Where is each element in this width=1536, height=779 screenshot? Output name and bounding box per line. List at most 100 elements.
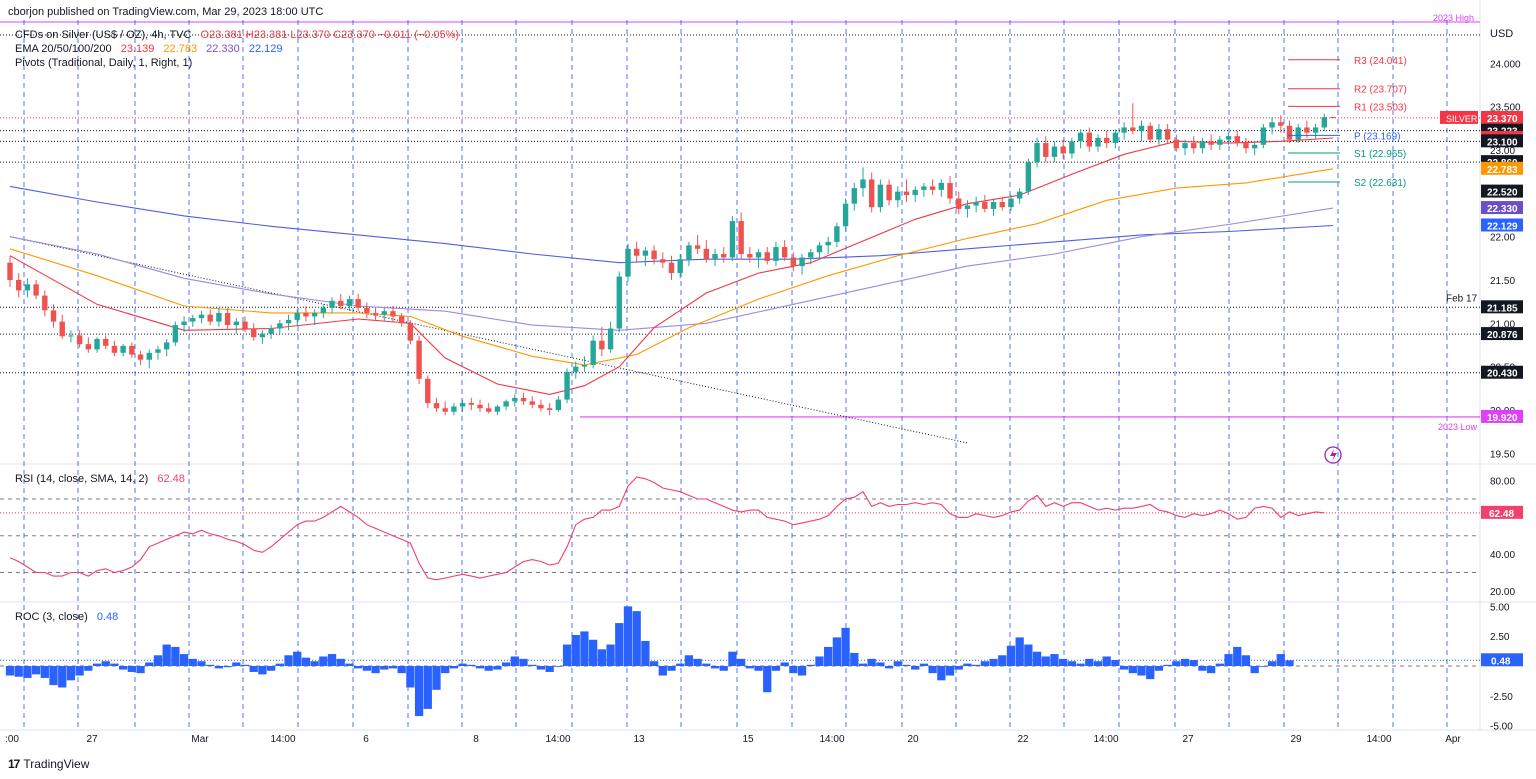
low-2023-label: 2023 Low	[1438, 422, 1478, 432]
candle-body	[1217, 139, 1223, 145]
roc-bar	[858, 663, 868, 666]
price-tag-box	[1481, 134, 1523, 148]
candle-body	[834, 226, 840, 242]
roc-bar	[1137, 666, 1146, 676]
candle-body	[633, 248, 640, 256]
roc-bar	[719, 666, 728, 671]
roc-bar	[1085, 658, 1094, 666]
rsi-line	[9, 476, 1325, 581]
time-tick-label: 29	[1290, 734, 1302, 745]
roc-bar	[493, 666, 502, 670]
legend-ema[interactable]: EMA 20/50/100/200 23.139 22.783 22.330 2…	[15, 43, 283, 56]
roc-tick-label: -5.00	[1490, 722, 1513, 733]
time-tick-label: 13	[633, 734, 645, 745]
candle-body	[1278, 122, 1284, 126]
candle-body	[346, 299, 353, 306]
candle-body	[877, 184, 884, 208]
time-tick-label: 27	[1182, 734, 1194, 745]
roc-bar	[14, 666, 23, 677]
roc-bar	[75, 666, 84, 676]
candle-body	[486, 408, 492, 412]
candle-body	[1260, 127, 1267, 145]
candle-body	[120, 345, 126, 353]
roc-bar	[284, 655, 293, 666]
legend-symbol[interactable]: CFDs on Silver (US$ / OZ), 4h, TVC O23.3…	[15, 29, 459, 42]
roc-bar	[580, 631, 589, 666]
roc-bar	[754, 666, 763, 671]
candle-body	[468, 403, 475, 405]
roc-bar	[589, 639, 598, 666]
candle-body	[729, 221, 736, 258]
roc-bar	[658, 666, 667, 676]
candle-body	[546, 408, 553, 410]
candle-body	[355, 299, 361, 308]
candle-body	[590, 340, 596, 365]
currency-label[interactable]: USD	[1490, 28, 1514, 40]
price-tag-box	[1481, 409, 1523, 423]
roc-bar	[545, 666, 554, 672]
rsi-value-tag	[1481, 505, 1523, 519]
roc-bar	[1119, 666, 1129, 670]
candle-body	[607, 328, 614, 350]
roc-bar	[423, 666, 432, 709]
candle-body	[329, 300, 335, 308]
candle-body	[50, 310, 57, 322]
tradingview-footer[interactable]: 17 TradingView	[8, 757, 89, 771]
candle-body	[1164, 129, 1171, 140]
candle-body	[216, 312, 222, 322]
roc-bar	[127, 666, 136, 672]
roc-bar	[345, 663, 354, 666]
price-tag-value: 22.783	[1487, 165, 1518, 176]
legend-roc[interactable]: ROC (3, close) 0.48	[15, 611, 118, 624]
roc-bar	[519, 658, 528, 666]
legend-ema100-value: 22.330	[206, 43, 240, 55]
candle-body	[747, 254, 753, 258]
roc-bar	[989, 658, 998, 666]
rsi-tick-label: 40.00	[1490, 550, 1515, 561]
roc-bar	[606, 644, 615, 666]
high-2023-label: 2023 High	[1433, 13, 1474, 23]
legend-ema20-value: 23.139	[120, 43, 155, 55]
roc-bar	[780, 662, 789, 666]
ema200-line	[9, 185, 1334, 264]
candle-body	[581, 364, 588, 367]
roc-bar	[223, 666, 232, 668]
roc-bar	[179, 654, 189, 666]
roc-value-tag-text: 0.48	[1491, 656, 1511, 667]
roc-bar	[728, 651, 737, 666]
candle-body	[1286, 125, 1293, 140]
candle-body	[973, 202, 979, 206]
candle-body	[564, 371, 570, 400]
roc-bar	[388, 666, 398, 669]
roc-bar	[806, 664, 815, 666]
candle-body	[1173, 139, 1180, 149]
roc-bar	[745, 666, 754, 669]
roc-bar	[919, 663, 929, 666]
legend-ema-label: EMA 20/50/100/200	[15, 43, 112, 55]
candle-body	[1008, 198, 1014, 208]
candle-body	[311, 312, 318, 317]
candle-body	[1086, 132, 1092, 147]
candle-body	[1060, 146, 1066, 154]
roc-bar	[1250, 666, 1259, 674]
roc-bar	[623, 606, 633, 666]
price-tick-label: 23.00	[1490, 146, 1515, 157]
candle-body	[1043, 143, 1049, 157]
candle-body	[477, 404, 483, 409]
time-tick-label: 14:00	[1366, 734, 1391, 745]
legend-pivots[interactable]: Pivots (Traditional, Daily, 1, Right, 1)	[15, 57, 193, 69]
candle-body	[1130, 127, 1136, 131]
roc-bar	[841, 627, 850, 666]
price-tick-label: 19.50	[1490, 449, 1515, 460]
roc-bar	[902, 664, 911, 666]
roc-bar	[258, 666, 267, 675]
roc-tick-label: -2.50	[1490, 692, 1513, 703]
ema50-line	[9, 168, 1334, 366]
candle-body	[68, 335, 74, 337]
legend-rsi[interactable]: RSI (14, close, SMA, 14, 2) 62.48	[15, 473, 185, 486]
roc-bar	[1093, 661, 1103, 666]
price-tag-value: 23.100	[1487, 137, 1518, 148]
roc-bar	[153, 655, 163, 666]
time-tick-label: 15	[742, 734, 754, 745]
